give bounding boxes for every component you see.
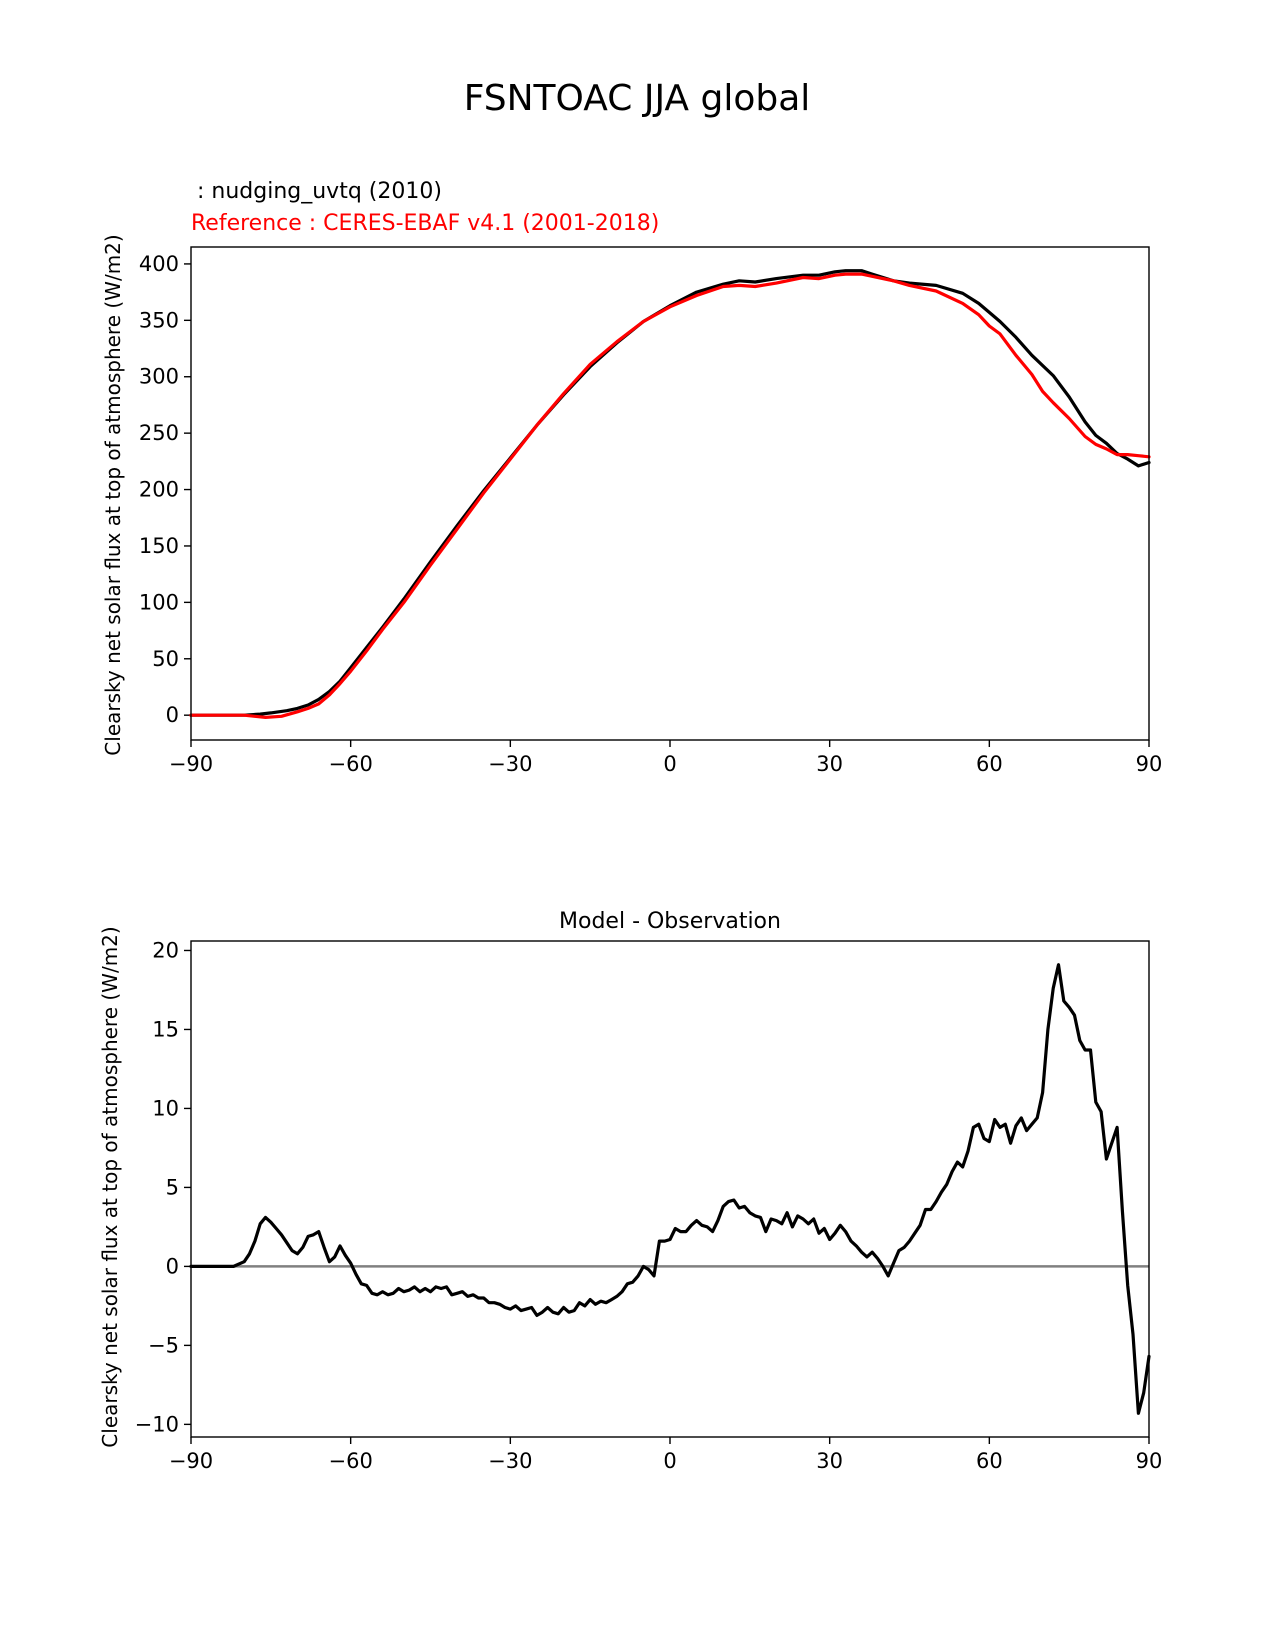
bottom-y-tick-label: 15 bbox=[152, 1017, 179, 1041]
top-x-tick-label: −90 bbox=[169, 752, 213, 776]
bottom-x-tick-label: −90 bbox=[169, 1449, 213, 1473]
top-y-tick-label: 50 bbox=[152, 647, 179, 671]
top-x-tick-label: 0 bbox=[663, 752, 676, 776]
top-x-tick-label: 60 bbox=[976, 752, 1003, 776]
top-x-tick-label: 30 bbox=[816, 752, 843, 776]
test-run-label: : nudging_uvtq (2010) bbox=[190, 179, 442, 204]
reference-label: Reference : CERES-EBAF v4.1 (2001-2018) bbox=[191, 211, 659, 236]
top-y-axis-label: Clearsky net solar flux at top of atmosp… bbox=[101, 234, 125, 755]
top-y-tick-label: 100 bbox=[139, 590, 179, 614]
bottom-y-axis-label: Clearsky net solar flux at top of atmosp… bbox=[98, 926, 122, 1447]
top-panel: : nudging_uvtq (2010) Reference : CERES-… bbox=[101, 179, 1162, 776]
bottom-difference-series-line bbox=[189, 963, 1151, 1415]
bottom-y-tick-label: 5 bbox=[166, 1175, 179, 1199]
bottom-panel: Model - Observation Clearsky net solar f… bbox=[98, 909, 1162, 1473]
top-y-tick-label: 400 bbox=[139, 252, 179, 276]
top-x-tick-label: 90 bbox=[1136, 752, 1163, 776]
top-y-tick-label: 200 bbox=[139, 478, 179, 502]
top-y-tick-label: 250 bbox=[139, 421, 179, 445]
figure-title: FSNTOAC JJA global bbox=[464, 78, 811, 119]
bottom-y-tick-label: −5 bbox=[148, 1333, 179, 1357]
bottom-x-tick-label: 30 bbox=[816, 1449, 843, 1473]
top-y-tick-label: 0 bbox=[166, 703, 179, 727]
top-y-tick-label: 150 bbox=[139, 534, 179, 558]
bottom-x-tick-label: −60 bbox=[329, 1449, 373, 1473]
bottom-x-tick-label: 90 bbox=[1136, 1449, 1163, 1473]
top-x-tick-label: −60 bbox=[329, 752, 373, 776]
bottom-x-tick-label: −30 bbox=[488, 1449, 532, 1473]
top-plot-frame bbox=[190, 246, 1150, 741]
top-y-tick-label: 300 bbox=[139, 365, 179, 389]
bottom-plot-frame bbox=[190, 940, 1150, 1438]
bottom-y-tick-label: 10 bbox=[152, 1096, 179, 1120]
top-x-tick-label: −30 bbox=[488, 752, 532, 776]
top-y-tick-label: 350 bbox=[139, 308, 179, 332]
top-test-series-line bbox=[189, 269, 1151, 717]
bottom-y-tick-label: 0 bbox=[166, 1254, 179, 1278]
bottom-panel-title: Model - Observation bbox=[559, 909, 781, 934]
top-reference-series-line bbox=[189, 272, 1151, 720]
bottom-y-tick-label: −10 bbox=[135, 1412, 179, 1436]
bottom-y-tick-label: 20 bbox=[152, 938, 179, 962]
bottom-x-tick-label: 60 bbox=[976, 1449, 1003, 1473]
bottom-x-tick-label: 0 bbox=[663, 1449, 676, 1473]
